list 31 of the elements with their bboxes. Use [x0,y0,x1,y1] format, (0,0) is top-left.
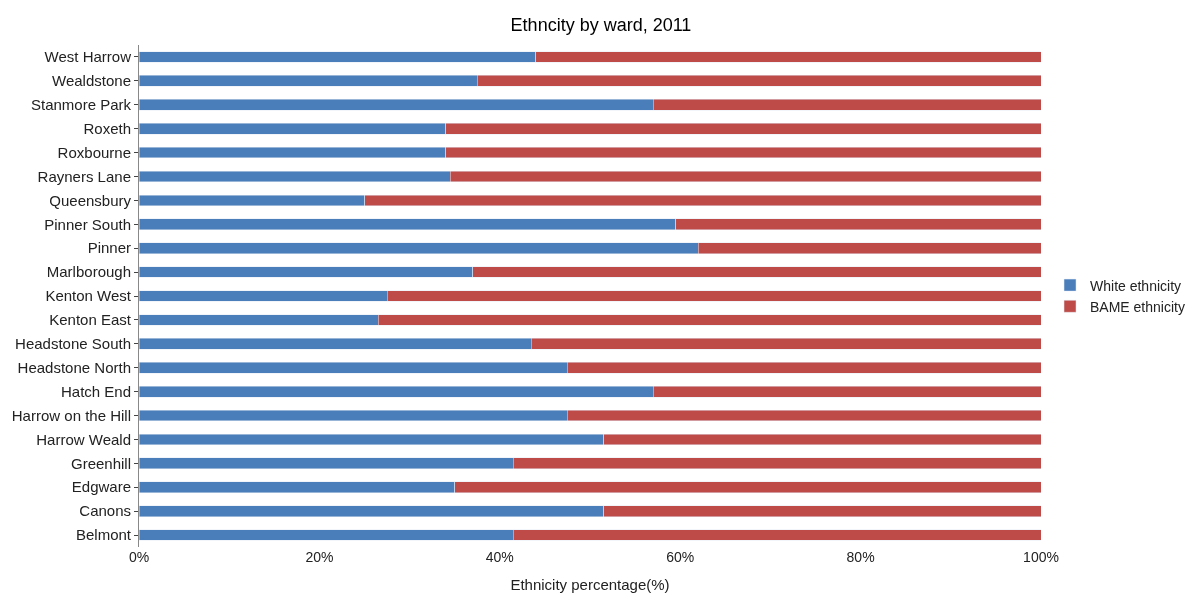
y-tick-label: Belmont [75,526,132,544]
x-tick-label: 80% [846,549,875,565]
x-axis-title: Ethnicity percentage(%) [510,576,670,593]
y-tick-label: Marlborough [46,263,131,281]
x-tick-label: 0% [128,549,150,565]
y-tick-label: Stanmore Park [30,96,132,114]
y-tick-label: Canons [79,502,131,520]
x-tick-label: 20% [305,549,334,565]
y-tick-label: Wealdstone [52,72,131,90]
x-tick-label: 100% [1023,549,1059,565]
x-tick-label: 60% [666,549,695,565]
y-tick-label: Roxbourne [57,143,131,161]
y-tick-label: Roxeth [83,119,131,137]
y-tick-label: Headstone North [17,358,131,376]
y-tick-label: Pinner South [44,215,131,233]
chart-title: Ethncity by ward, 2011 [510,14,692,35]
y-tick-label: West Harrow [44,48,132,66]
y-tick-label: Rayners Lane [37,167,131,185]
x-tick-label: 40% [485,549,514,565]
y-tick-label: Queensbury [49,191,132,209]
legend-label: BAME ethnicity [1090,298,1185,315]
y-tick-label: Hatch End [60,382,131,400]
y-tick-label: Harrow Weald [36,430,131,448]
y-tick-label: Headstone South [15,335,131,353]
y-tick-label: Kenton West [45,287,132,305]
y-tick-label: Greenhill [70,454,131,472]
y-tick-label: Pinner [87,239,131,257]
y-tick-label: Harrow on the Hill [11,406,131,424]
y-tick-label: Kenton East [49,311,132,329]
legend-label: White ethnicity [1090,277,1182,294]
y-tick-label: Edgware [71,478,131,496]
